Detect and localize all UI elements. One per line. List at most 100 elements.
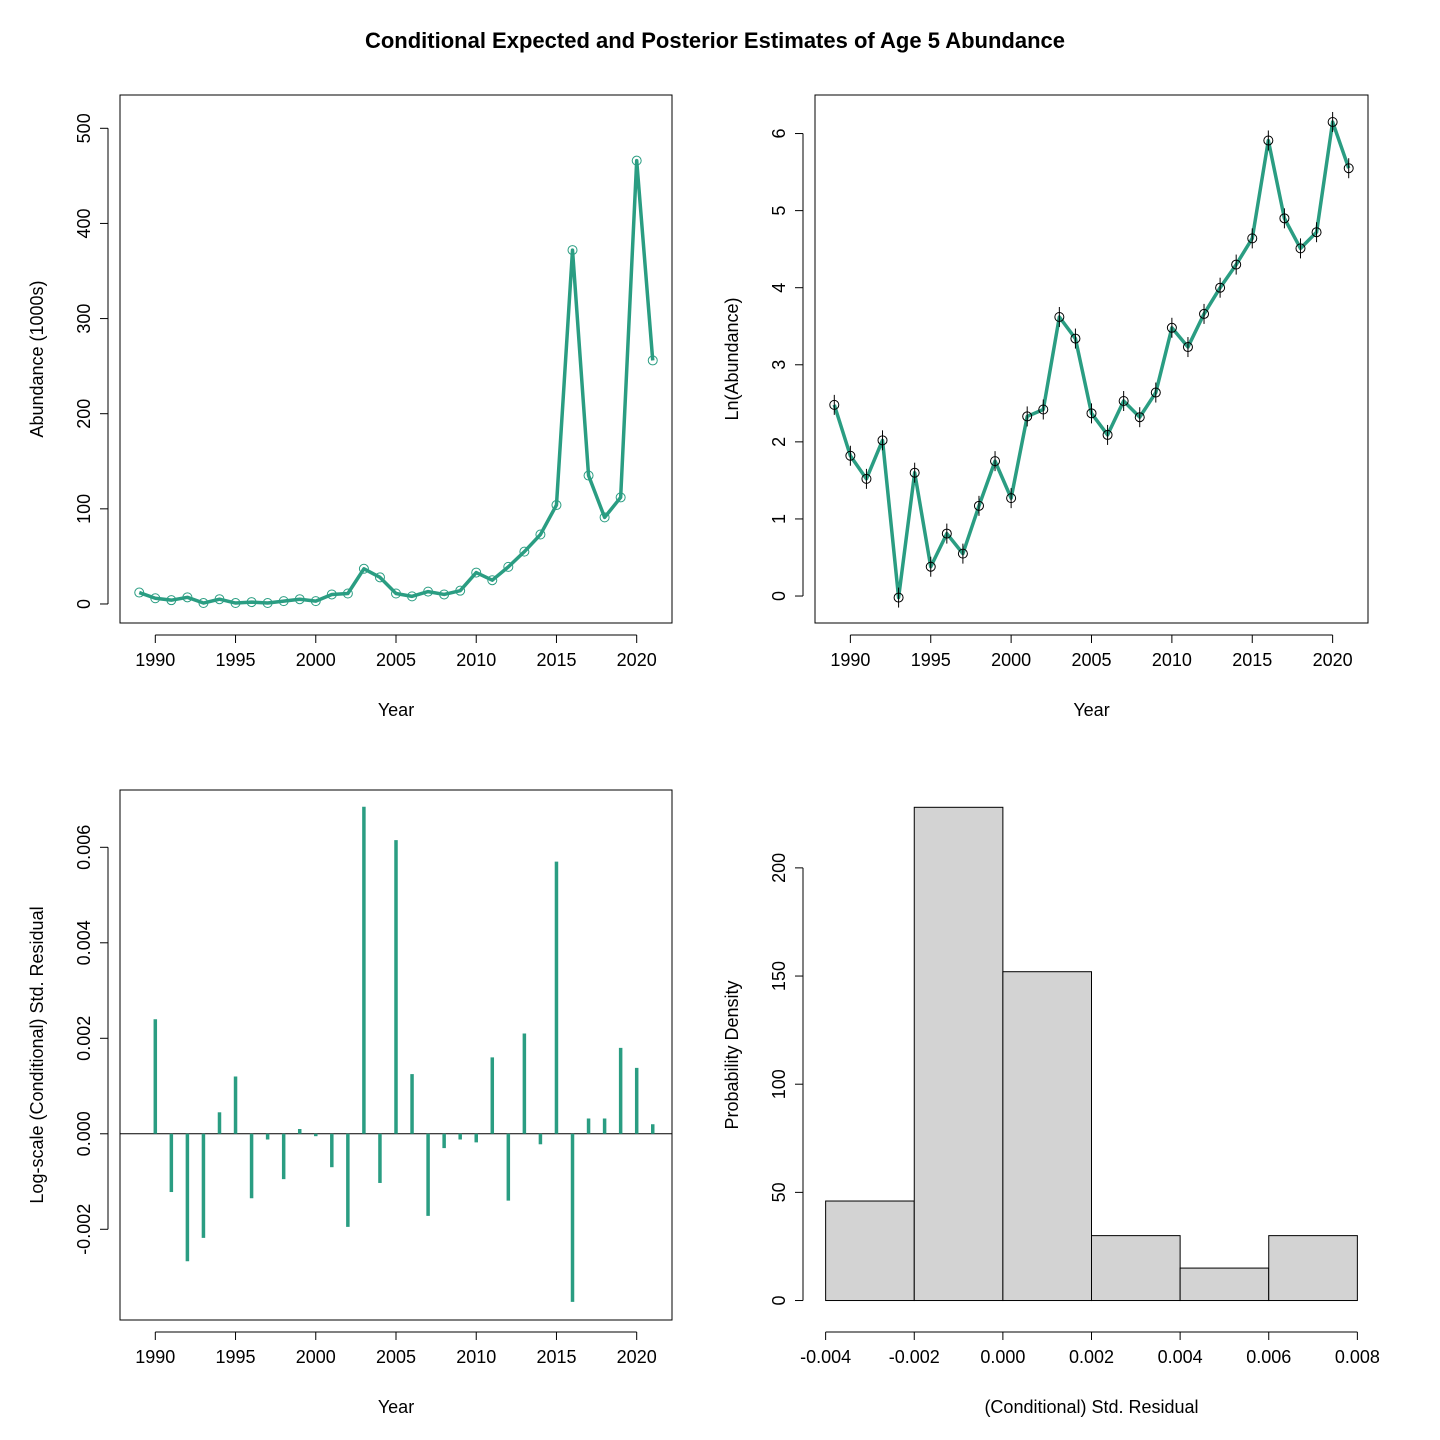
data-point [631,155,642,166]
y-tick-label: 0 [74,599,94,609]
y-tick-label: 4 [769,283,789,293]
data-point [1231,259,1242,270]
y-axis-title: Log-scale (Conditional) Std. Residual [27,906,47,1203]
y-tick-label: 0.000 [74,1111,94,1156]
x-tick-label: 2005 [376,1347,416,1367]
y-tick-label: 2 [769,437,789,447]
data-point [909,467,920,478]
data-point [1166,322,1177,333]
data-point [877,435,888,446]
y-tick-label: 0.006 [74,825,94,870]
data-point [182,592,193,603]
data-point [1247,233,1258,244]
x-tick-label: 0.006 [1246,1347,1291,1367]
histogram-bar [825,1200,915,1302]
plot-frame [119,789,673,1321]
data-point [845,450,856,461]
data-point [551,500,562,511]
panel-residuals: 1990 1995 2000 2005 2010 2015 2020 Year -0.002 0.… [27,789,673,1417]
x-tick-label: 2000 [991,650,1031,670]
y-tick-label: 200 [74,399,94,429]
y-tick-label: 0.002 [74,1016,94,1061]
histogram-bar [1091,1235,1181,1302]
data-point [990,456,1001,467]
data-point [1006,493,1017,504]
x-tick-label: 2015 [536,1347,576,1367]
figure-title: Conditional Expected and Posterior Estim… [365,28,1065,53]
data-point [471,567,482,578]
data-point [455,585,466,596]
x-tick-label: 0.008 [1335,1347,1380,1367]
y-tick-label: 300 [74,304,94,334]
data-point [310,596,321,607]
data-point [829,399,840,410]
y-axis-title: Abundance (1000s) [27,280,47,437]
x-tick-label: 2015 [536,650,576,670]
data-point [374,572,385,583]
x-tick-label: 2010 [456,1347,496,1367]
data-point [198,598,209,609]
data-point [150,593,161,604]
data-point [1263,135,1274,146]
x-tick-label: 2010 [456,650,496,670]
data-point [925,561,936,572]
x-axis-title: Year [378,700,414,720]
series-line [138,158,655,605]
y-tick-label: 200 [769,853,789,883]
data-point [1215,282,1226,293]
data-point [1054,311,1065,322]
x-tick-label: 2010 [1152,650,1192,670]
x-tick-label: 2015 [1232,650,1272,670]
x-tick-label: 1995 [216,650,256,670]
y-tick-label: 150 [769,961,789,991]
y-tick-label: 400 [74,208,94,238]
data-point [294,594,305,605]
data-point [278,596,289,607]
data-point [1038,404,1049,415]
data-point [358,563,369,574]
data-point [615,492,626,503]
data-point [1022,411,1033,422]
data-point [391,588,401,599]
data-point [1086,408,1097,419]
data-point [439,589,450,600]
y-tick-label: 3 [769,360,789,370]
data-point [134,587,145,598]
y-tick-label: 500 [74,113,94,143]
y-tick-label: 100 [769,1069,789,1099]
data-point [1311,227,1322,238]
x-tick-label: 2000 [296,650,336,670]
data-point [1343,163,1354,174]
data-point [1150,387,1161,398]
x-tick-label: 1990 [135,650,175,670]
x-tick-label: 2000 [296,1347,336,1367]
data-point [503,561,514,572]
y-tick-label: -0.002 [74,1204,94,1255]
x-tick-label: -0.004 [800,1347,851,1367]
data-point [342,588,353,599]
data-point [1070,333,1081,344]
x-tick-label: 2005 [376,650,416,670]
histogram-bar [1268,1235,1358,1302]
data-point [1295,243,1306,254]
x-tick-label: 0.004 [1158,1347,1203,1367]
data-point [166,595,177,606]
data-point [647,355,658,366]
y-tick-label: 50 [769,1182,789,1202]
data-point [973,500,984,511]
data-point [1182,342,1193,353]
y-tick-label: 0 [769,591,789,601]
y-tick-label: 100 [74,494,94,524]
x-tick-label: 2020 [1313,650,1353,670]
histogram-bar [913,806,1004,1302]
data-point [407,591,418,602]
y-axis-title: Ln(Abundance) [722,297,742,420]
data-point [861,473,872,484]
x-tick-label: 2020 [617,1347,657,1367]
y-tick-label: 5 [769,206,789,216]
histogram-bar [1002,971,1093,1302]
panel-abundance: 1990 1995 2000 2005 2010 2015 2020 Year 0 100 200 3… [27,94,673,720]
x-tick-label: 1990 [135,1347,175,1367]
